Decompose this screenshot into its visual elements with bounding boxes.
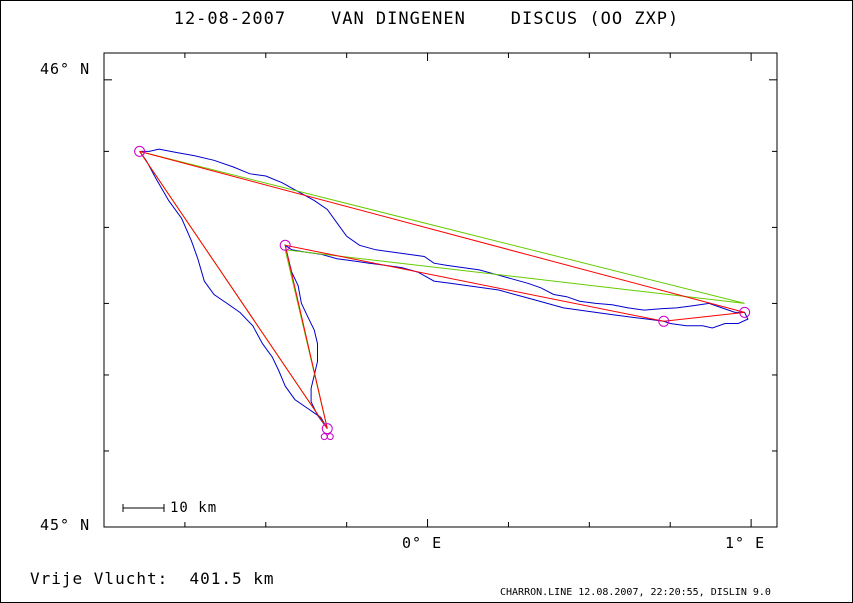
turnpoint-marker-1 bbox=[739, 306, 751, 318]
turnpoint-marker-3 bbox=[279, 239, 291, 251]
axes-box bbox=[103, 52, 778, 528]
series-line-0 bbox=[139, 148, 749, 429]
credit-line: CHARRON.LINE 12.08.2007, 22:20:55, DISLI… bbox=[500, 587, 771, 598]
start-marker-a bbox=[320, 433, 328, 441]
chart-title: 12-08-2007 VAN DINGENEN DISCUS (OO ZXP) bbox=[173, 9, 680, 29]
start-marker-b bbox=[326, 433, 334, 441]
distance-readout: Vrije Vlucht: 401.5 km bbox=[30, 569, 275, 588]
turnpoint-marker-2 bbox=[658, 315, 670, 327]
y-tick-label-top: 46° N bbox=[40, 60, 91, 78]
series-line-1 bbox=[139, 150, 745, 429]
x-tick-label-0: 0° E bbox=[402, 534, 443, 552]
series-line-2 bbox=[139, 150, 745, 429]
turnpoint-marker-4 bbox=[321, 423, 333, 435]
turnpoint-marker-0 bbox=[134, 145, 146, 157]
scale-bar-label: 10 km bbox=[170, 500, 218, 516]
x-tick-label-1: 1° E bbox=[725, 534, 766, 552]
y-tick-label-bottom: 45° N bbox=[40, 516, 91, 534]
